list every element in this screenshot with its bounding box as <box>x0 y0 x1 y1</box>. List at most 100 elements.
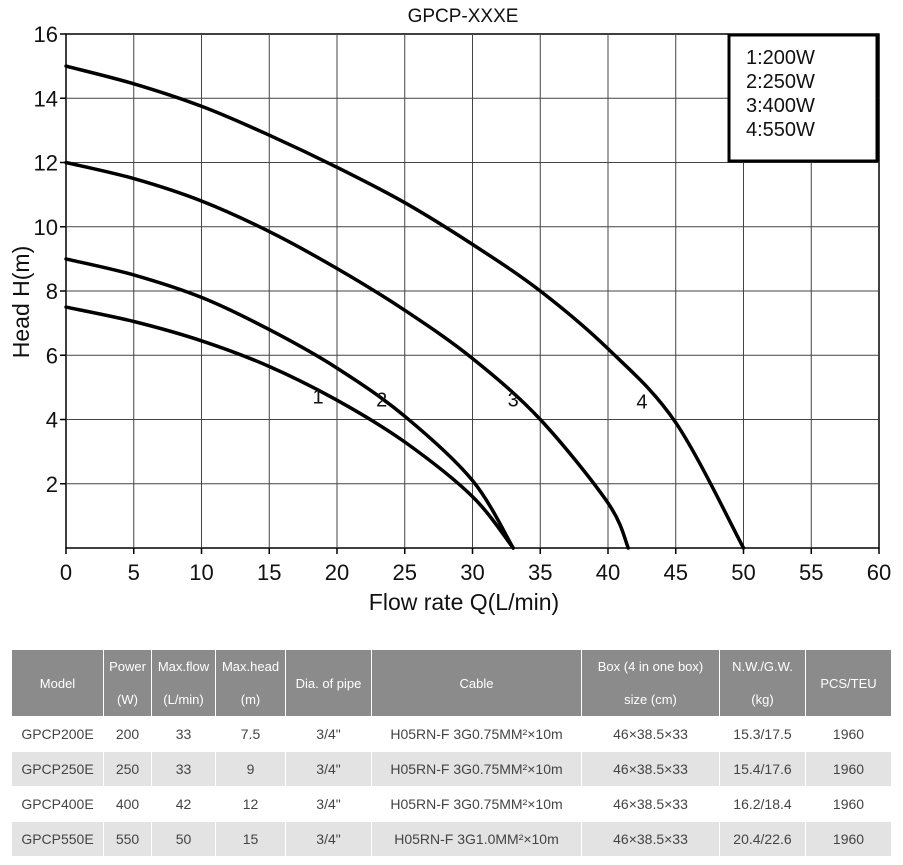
x-axis-label: Flow rate Q(L/min) <box>369 589 559 615</box>
y-tick-label: 4 <box>46 408 58 433</box>
table-header-cell: Max.head (m) <box>215 649 286 717</box>
header-text: (L/min) <box>163 692 204 707</box>
table-cell: H05RN-F 3G0.75MM²×10m <box>371 751 582 787</box>
table-header-cell: Box (4 in one box) size (cm) <box>581 649 720 717</box>
legend-entry: 2:250W <box>746 71 815 93</box>
table-body: GPCP200E 200 33 7.5 3/4" H05RN-F 3G0.75MM²×10… <box>11 716 892 857</box>
header-text: Max.flow <box>157 659 210 674</box>
y-tick-label: 2 <box>46 472 58 497</box>
header-text: N.W./G.W. <box>732 659 793 674</box>
table-cell: 1960 <box>805 821 892 857</box>
x-tick-label: 25 <box>393 560 417 585</box>
curve-1 <box>64 305 515 550</box>
x-tick-label: 0 <box>60 560 72 585</box>
table-cell: 3/4" <box>285 716 372 752</box>
x-tick-label: 35 <box>528 560 552 585</box>
table-cell: 1960 <box>805 786 892 822</box>
x-tick-label: 15 <box>257 560 281 585</box>
x-tick-label: 20 <box>325 560 349 585</box>
table-cell: 42 <box>151 786 216 822</box>
table-cell: 200 <box>103 716 152 752</box>
table-cell: 46×38.5×33 <box>581 821 720 857</box>
header-text: Box (4 in one box) <box>597 659 704 674</box>
header-text: Power <box>109 659 146 674</box>
x-tick-label: 60 <box>867 560 891 585</box>
table-cell: H05RN-F 3G1.0MM²×10m <box>371 821 582 857</box>
table-cell: 15.4/17.6 <box>719 751 806 787</box>
legend-box <box>727 33 879 163</box>
table-header-cell: Power (W) <box>103 649 152 717</box>
table-cell: 46×38.5×33 <box>581 786 720 822</box>
table-cell: 9 <box>215 751 286 787</box>
curve-2 <box>64 257 515 550</box>
curve-3 <box>64 160 631 550</box>
legend-entry: 1:200W <box>746 47 815 69</box>
x-tick-label: 45 <box>664 560 688 585</box>
table-row: GPCP250E 250 33 9 3/4" H05RN-F 3G0.75MM²×10m 4… <box>11 751 892 787</box>
table-header-cell: Dia. of pipe <box>285 649 372 717</box>
table-cell: 33 <box>151 751 216 787</box>
y-tick-label: 10 <box>34 215 58 240</box>
table-row: GPCP400E 400 42 12 3/4" H05RN-F 3G0.75MM²×10m… <box>11 786 892 822</box>
curve-label-4: 4 <box>636 391 647 413</box>
table-cell: 250 <box>103 751 152 787</box>
y-tick-label: 6 <box>46 343 58 368</box>
table-cell: 20.4/22.6 <box>719 821 806 857</box>
y-tick-label: 16 <box>34 22 58 47</box>
table-header-cell: Cable <box>371 649 582 717</box>
table-cell: 12 <box>215 786 286 822</box>
table-row: GPCP550E 550 50 15 3/4" H05RN-F 3G1.0MM²×10m 4… <box>11 821 892 857</box>
curve-label-2: 2 <box>376 390 387 412</box>
table-header-cell: PCS/TEU <box>805 649 892 717</box>
header-text: PCS/TEU <box>820 675 877 691</box>
y-tick-label: 14 <box>34 86 58 111</box>
table-cell: 15 <box>215 821 286 857</box>
y-tick-label: 8 <box>46 279 58 304</box>
legend-entry: 3:400W <box>746 95 815 117</box>
x-tick-label: 30 <box>460 560 484 585</box>
table-cell: 46×38.5×33 <box>581 716 720 752</box>
table-cell: H05RN-F 3G0.75MM²×10m <box>371 716 582 752</box>
legend-entry: 4:550W <box>746 119 815 141</box>
x-tick-label: 10 <box>189 560 213 585</box>
table-cell: 7.5 <box>215 716 286 752</box>
y-tick-label: 12 <box>34 151 58 176</box>
spec-table-container: Model Power (W) Max.flow (L/min) Max.head (m) D… <box>11 649 892 857</box>
header-text: Max.head <box>221 659 280 674</box>
table-header-cell: Model <box>11 649 104 717</box>
table-cell: H05RN-F 3G0.75MM²×10m <box>371 786 582 822</box>
table-cell: 400 <box>103 786 152 822</box>
header-text: (W) <box>117 692 138 707</box>
table-row: GPCP200E 200 33 7.5 3/4" H05RN-F 3G0.75MM²×10… <box>11 716 892 752</box>
y-axis-label: Head H(m) <box>8 246 34 358</box>
x-tick-label: 5 <box>128 560 140 585</box>
table-cell: 1960 <box>805 751 892 787</box>
curve-4 <box>64 64 746 550</box>
header-text: (m) <box>240 692 261 707</box>
table-cell: GPCP200E <box>11 716 104 752</box>
table-header-cell: Max.flow (L/min) <box>151 649 216 717</box>
spec-table: Model Power (W) Max.flow (L/min) Max.head (m) D… <box>11 649 892 857</box>
table-cell: 46×38.5×33 <box>581 751 720 787</box>
x-tick-label: 55 <box>799 560 823 585</box>
curve-label-1: 1 <box>312 386 323 408</box>
table-cell: GPCP550E <box>11 821 104 857</box>
header-text: size (cm) <box>624 692 677 707</box>
curve-label-3: 3 <box>508 390 519 412</box>
table-cell: 33 <box>151 716 216 752</box>
table-cell: 15.3/17.5 <box>719 716 806 752</box>
table-cell: 16.2/18.4 <box>719 786 806 822</box>
chart-title: GPCP-XXXE <box>408 6 519 27</box>
table-cell: 1960 <box>805 716 892 752</box>
x-tick-label: 50 <box>731 560 755 585</box>
table-cell: GPCP250E <box>11 751 104 787</box>
header-text: Dia. of pipe <box>295 675 362 691</box>
header-text: Model <box>39 675 76 691</box>
table-cell: 3/4" <box>285 821 372 857</box>
header-text: (kg) <box>751 692 774 707</box>
table-cell: GPCP400E <box>11 786 104 822</box>
header-text: Cable <box>459 675 494 691</box>
table-cell: 3/4" <box>285 751 372 787</box>
table-header-row: Model Power (W) Max.flow (L/min) Max.head (m) D… <box>11 649 892 717</box>
pump-curve-chart: 0 5 10 15 20 25 30 35 40 45 50 55 60246810121416GPCP… <box>8 6 891 615</box>
